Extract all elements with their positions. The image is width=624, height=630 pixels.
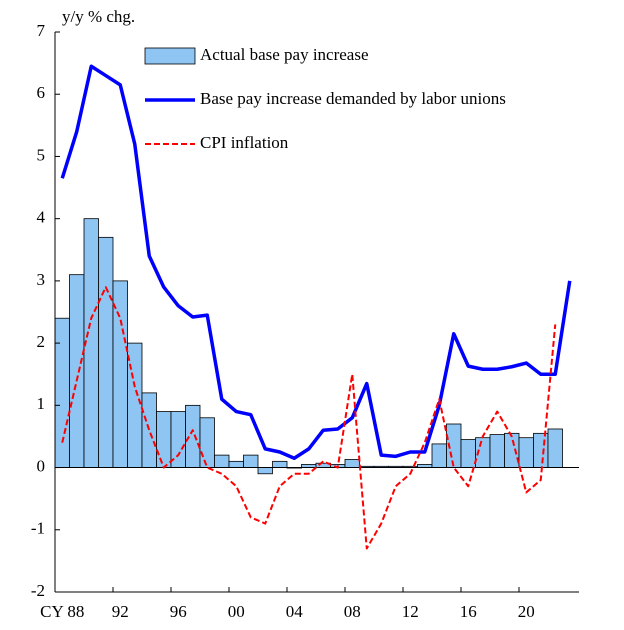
bar xyxy=(185,404,201,468)
line-series xyxy=(60,64,572,460)
legend-label: CPI inflation xyxy=(200,133,289,152)
y-tick-label: 6 xyxy=(37,83,46,102)
bar xyxy=(141,392,157,468)
bar xyxy=(127,342,143,468)
bar xyxy=(156,411,172,468)
x-tick-label: 20 xyxy=(518,602,535,621)
bar xyxy=(257,467,273,475)
bar xyxy=(431,443,447,468)
y-tick-label: -2 xyxy=(31,581,45,600)
x-tick-label: CY 88 xyxy=(40,602,84,621)
bar xyxy=(344,459,360,468)
legend-label: Actual base pay increase xyxy=(200,45,369,64)
x-tick-label: 00 xyxy=(228,602,245,621)
bar xyxy=(272,460,288,468)
x-tick-label: 04 xyxy=(286,602,304,621)
bar xyxy=(69,274,85,468)
bar xyxy=(214,454,230,468)
y-tick-label: 5 xyxy=(37,145,46,164)
y-tick-label: 2 xyxy=(37,332,46,351)
y-tick-label: 4 xyxy=(37,208,46,227)
bar xyxy=(243,454,259,468)
bar xyxy=(533,432,549,468)
y-tick-label: 1 xyxy=(37,394,46,413)
x-tick-label: 16 xyxy=(460,602,477,621)
bar xyxy=(489,434,505,468)
x-tick-label: 92 xyxy=(112,602,129,621)
x-tick-label: 96 xyxy=(170,602,187,621)
y-tick-label: 0 xyxy=(37,456,46,475)
bar xyxy=(504,432,520,468)
line-series xyxy=(61,286,557,550)
bar xyxy=(54,317,70,468)
y-tick-label: 7 xyxy=(37,21,46,40)
y-tick-label: -1 xyxy=(31,519,45,538)
bar xyxy=(98,236,114,468)
bar xyxy=(547,428,563,468)
legend-label: Base pay increase demanded by labor unio… xyxy=(200,89,506,108)
y-tick-label: 3 xyxy=(37,270,46,289)
x-tick-label: 08 xyxy=(344,602,361,621)
bar xyxy=(228,460,244,468)
bar xyxy=(518,437,534,468)
bar xyxy=(460,439,476,468)
bar xyxy=(199,417,215,468)
legend-swatch xyxy=(144,47,196,65)
x-tick-label: 12 xyxy=(402,602,419,621)
y-axis-label: y/y % chg. xyxy=(62,7,135,26)
